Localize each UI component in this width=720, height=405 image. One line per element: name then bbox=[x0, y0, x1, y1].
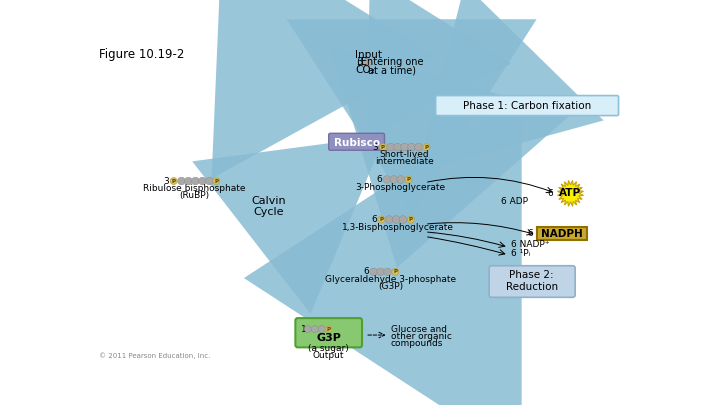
Text: 6: 6 bbox=[548, 189, 554, 198]
Circle shape bbox=[392, 216, 400, 224]
Circle shape bbox=[378, 216, 385, 223]
Circle shape bbox=[387, 143, 395, 151]
Text: P: P bbox=[215, 179, 218, 183]
FancyBboxPatch shape bbox=[537, 227, 587, 240]
Text: Short-lived: Short-lived bbox=[380, 150, 429, 159]
Text: compounds: compounds bbox=[391, 339, 443, 348]
Circle shape bbox=[408, 216, 414, 223]
Circle shape bbox=[184, 177, 192, 185]
Text: Rubisco: Rubisco bbox=[333, 138, 379, 147]
Text: P: P bbox=[171, 179, 176, 183]
Text: (a sugar): (a sugar) bbox=[308, 344, 349, 354]
Text: Phase 1: Carbon fixation: Phase 1: Carbon fixation bbox=[463, 101, 591, 111]
Circle shape bbox=[178, 177, 185, 185]
Circle shape bbox=[405, 176, 412, 183]
Circle shape bbox=[311, 326, 318, 333]
Text: 1,3-Bisphosphoglycerate: 1,3-Bisphosphoglycerate bbox=[342, 223, 454, 232]
Text: 6 NADP⁺: 6 NADP⁺ bbox=[510, 241, 549, 249]
FancyBboxPatch shape bbox=[295, 318, 362, 347]
Circle shape bbox=[423, 144, 430, 151]
Text: (G3P): (G3P) bbox=[378, 282, 403, 291]
Text: 1: 1 bbox=[301, 324, 307, 334]
Text: 3: 3 bbox=[356, 58, 363, 68]
Circle shape bbox=[392, 269, 399, 275]
Text: P: P bbox=[424, 145, 428, 150]
FancyBboxPatch shape bbox=[489, 266, 575, 297]
Text: 3: 3 bbox=[372, 143, 378, 151]
Text: Output: Output bbox=[313, 351, 344, 360]
Circle shape bbox=[394, 143, 402, 151]
Text: Calvin
Cycle: Calvin Cycle bbox=[251, 196, 286, 217]
Circle shape bbox=[170, 177, 177, 185]
Text: 6: 6 bbox=[528, 229, 534, 238]
Text: 3: 3 bbox=[163, 177, 169, 185]
Circle shape bbox=[383, 176, 391, 183]
Text: CO₂: CO₂ bbox=[355, 65, 375, 75]
Text: intermediate: intermediate bbox=[375, 157, 434, 166]
Circle shape bbox=[379, 144, 387, 151]
Circle shape bbox=[384, 268, 392, 276]
Circle shape bbox=[213, 177, 220, 185]
Text: © 2011 Pearson Education, Inc.: © 2011 Pearson Education, Inc. bbox=[99, 352, 211, 359]
Text: P: P bbox=[381, 145, 385, 150]
Circle shape bbox=[199, 177, 206, 185]
Polygon shape bbox=[557, 181, 583, 206]
Circle shape bbox=[325, 326, 332, 332]
Circle shape bbox=[397, 176, 405, 183]
Text: P: P bbox=[393, 269, 397, 275]
Text: 6: 6 bbox=[371, 215, 377, 224]
Text: Input: Input bbox=[356, 50, 382, 60]
Circle shape bbox=[399, 216, 407, 224]
Text: 6 ¹Pᵢ: 6 ¹Pᵢ bbox=[510, 249, 530, 258]
Text: Glucose and: Glucose and bbox=[391, 325, 446, 334]
Text: at a time): at a time) bbox=[368, 65, 416, 75]
Circle shape bbox=[377, 268, 384, 276]
Text: 6: 6 bbox=[364, 267, 369, 276]
Circle shape bbox=[318, 326, 325, 333]
FancyBboxPatch shape bbox=[436, 96, 618, 115]
Text: P: P bbox=[379, 217, 384, 222]
Text: 3-Phosphoglycerate: 3-Phosphoglycerate bbox=[355, 183, 445, 192]
Text: other organic: other organic bbox=[391, 332, 451, 341]
Text: P: P bbox=[409, 217, 413, 222]
Text: ATP: ATP bbox=[559, 188, 582, 198]
Text: Glyceraldehyde 3-phosphate: Glyceraldehyde 3-phosphate bbox=[325, 275, 456, 284]
Circle shape bbox=[408, 143, 415, 151]
Text: Figure 10.19-2: Figure 10.19-2 bbox=[99, 48, 184, 61]
FancyBboxPatch shape bbox=[329, 133, 384, 150]
Circle shape bbox=[192, 177, 199, 185]
Circle shape bbox=[401, 143, 408, 151]
Circle shape bbox=[305, 326, 311, 333]
Text: NADPH: NADPH bbox=[541, 229, 583, 239]
Text: Ribulose bisphosphate: Ribulose bisphosphate bbox=[143, 184, 246, 193]
Circle shape bbox=[390, 176, 397, 183]
Text: (RuBP): (RuBP) bbox=[179, 191, 210, 200]
Circle shape bbox=[363, 58, 372, 67]
Circle shape bbox=[415, 143, 423, 151]
Circle shape bbox=[205, 177, 213, 185]
Text: P: P bbox=[407, 177, 410, 182]
Circle shape bbox=[385, 216, 393, 224]
Text: 6: 6 bbox=[377, 175, 382, 184]
Text: 6 ADP: 6 ADP bbox=[500, 196, 528, 206]
Circle shape bbox=[370, 268, 377, 276]
Text: Phase 2:
Reduction: Phase 2: Reduction bbox=[505, 271, 558, 292]
Text: P: P bbox=[327, 326, 330, 332]
Text: G3P: G3P bbox=[316, 333, 341, 343]
Text: (Entering one: (Entering one bbox=[357, 58, 424, 68]
